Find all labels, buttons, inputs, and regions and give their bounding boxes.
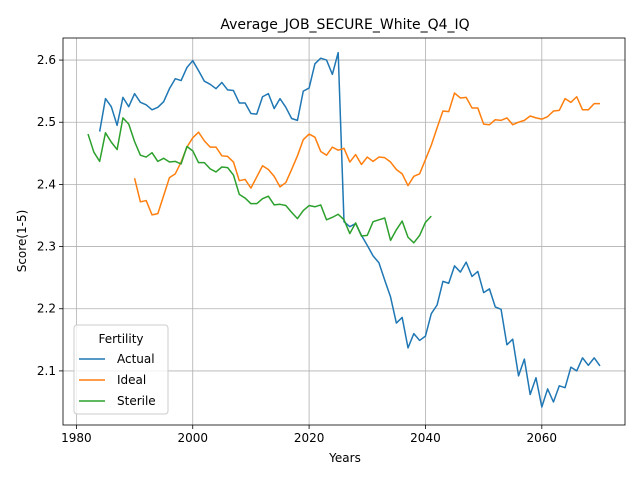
legend-label-sterile: Sterile — [117, 394, 156, 408]
y-axis-label: Score(1-5) — [15, 210, 29, 273]
grid-lines — [63, 38, 625, 425]
y-tick-label: 2.1 — [37, 364, 56, 378]
y-tick-label: 2.5 — [37, 115, 56, 129]
series-line-actual — [98, 51, 601, 408]
legend-label-actual: Actual — [117, 352, 155, 366]
y-tick-label: 2.2 — [37, 302, 56, 316]
series-layer — [87, 51, 601, 408]
x-tick-label: 2020 — [294, 431, 325, 445]
series-line-ideal — [133, 92, 600, 216]
y-tick-label: 2.4 — [37, 177, 56, 191]
x-tick-label: 2000 — [177, 431, 208, 445]
legend-entries: Actual Ideal Sterile — [79, 352, 156, 408]
x-axis-label: Years — [328, 451, 361, 465]
chart-title: Average_JOB_SECURE_White_Q4_IQ — [220, 17, 469, 33]
legend-label-ideal: Ideal — [117, 373, 146, 387]
series-line-sterile — [87, 117, 432, 244]
legend-box — [73, 324, 169, 415]
axes-frame — [62, 37, 626, 426]
legend: Fertility Actual Ideal Sterile — [73, 324, 169, 415]
x-tick-label: 2040 — [410, 431, 441, 445]
y-tick-label: 2.3 — [37, 240, 56, 254]
x-tick-label: 1980 — [61, 431, 92, 445]
x-tick-label: 2060 — [527, 431, 558, 445]
y-tick-label: 2.6 — [37, 53, 56, 67]
axis-ticks: 1980 2000 2020 2040 2060 2.1 2.2 2.3 2.4 2.5 2.6 — [37, 53, 557, 445]
legend-title: Fertility — [98, 332, 143, 346]
